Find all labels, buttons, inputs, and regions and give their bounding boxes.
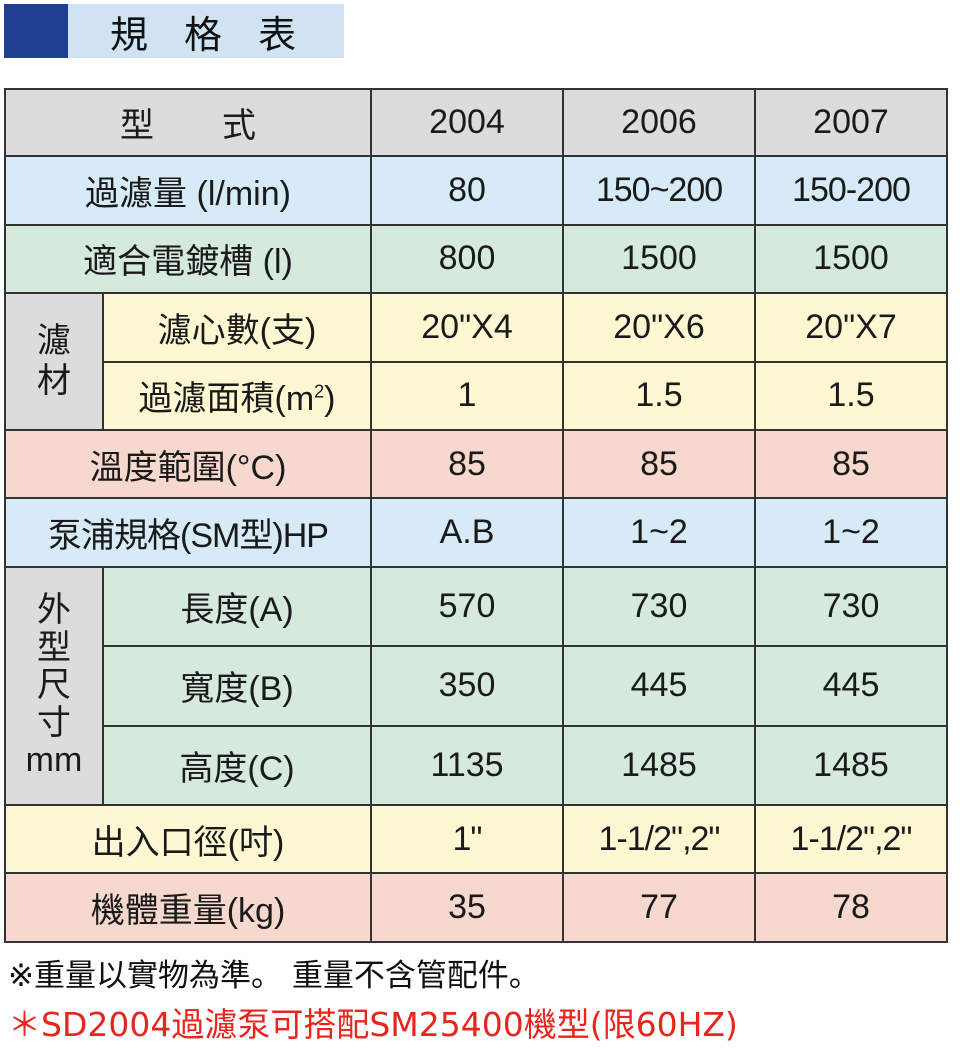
row-label-area: 過濾面積(m2) [102,360,372,431]
pump-note: ＊SD2004過濾泵可搭配SM25400機型(限60HZ) [8,1005,738,1044]
table-row: 外 型 尺 寸 mm 長度(A) 570 730 730 [4,565,948,807]
cell-value: 1.5 [754,360,948,431]
table-row: 寬度(B) 350 445 445 [5,645,948,727]
table-row: 過濾面積(m2) 1 1.5 1.5 [5,360,948,431]
cell-value: A.B [370,497,564,568]
table-row: 濾材 濾心數(支) 20"X4 20"X6 20"X7 [4,292,948,431]
group-unit: mm [25,741,83,779]
cell-value: 20"X7 [754,292,948,363]
group-label-text: 濾材 [37,322,71,400]
area-label-end: ) [324,380,336,419]
table-row: 泵浦規格(SM型)HP A.B 1~2 1~2 [4,497,948,568]
model-header: 2004 [370,87,564,158]
cell-value: 570 [370,565,564,648]
cell-value: 445 [562,645,756,727]
table-header-row: 型 式 2004 2006 2007 [4,87,948,158]
cell-value: 1500 [754,223,948,295]
cell-value: 35 [370,872,564,943]
area-label-sup: 2 [314,381,325,402]
row-label-weight: 機體重量(kg) [4,872,372,943]
table-row: 溫度範圍(°C) 85 85 85 [4,428,948,500]
cell-value: 150~200 [562,155,756,226]
model-header: 2006 [562,87,756,158]
group-char: 寸 [37,703,71,742]
cell-value: 77 [562,872,756,943]
cell-value: 730 [562,565,756,648]
cell-value: 20"X6 [562,292,756,363]
cell-value: 1 [370,360,564,431]
cell-value: 800 [370,223,564,295]
row-label-cartridges: 濾心數(支) [102,292,372,363]
header-label: 型 式 [4,87,372,158]
area-label-text: 過濾面積(m [138,380,315,419]
cell-value: 20"X4 [370,292,564,363]
cell-value: 1500 [562,223,756,295]
cell-value: 445 [754,645,948,727]
group-label-dimensions: 外 型 尺 寸 mm [4,565,104,807]
spec-table: 型 式 2004 2006 2007 過濾量 (l/min) 80 150~20… [4,87,948,943]
cell-value: 350 [370,645,564,727]
group-char: 尺 [37,666,71,705]
cell-value: 1~2 [562,497,756,568]
cell-value: 1485 [754,724,948,807]
page-title: 規 格 表 [110,12,309,57]
cell-value: 1~2 [754,497,948,568]
cell-value: 1-1/2",2" [562,804,756,875]
table-row: 高度(C) 1135 1485 1485 [5,724,948,807]
group-label-media: 濾材 [4,292,104,431]
row-label-height: 高度(C) [102,724,372,807]
cell-value: 1485 [562,724,756,807]
row-label-temp: 溫度範圍(°C) [4,428,372,500]
cell-value: 1" [370,804,564,875]
cell-value: 78 [754,872,948,943]
cell-value: 1135 [370,724,564,807]
table-row: 適合電鍍槽 (l) 800 1500 1500 [4,223,948,295]
group-char: 型 [37,628,71,667]
row-label-pump: 泵浦規格(SM型)HP [4,497,372,568]
table-row: 過濾量 (l/min) 80 150~200 150-200 [4,155,948,226]
row-label-port: 出入口徑(吋) [4,804,372,875]
row-label-flow: 過濾量 (l/min) [4,155,372,226]
cell-value: 730 [754,565,948,648]
cell-value: 85 [562,428,756,500]
group-char: 外 [37,591,71,630]
cell-value: 1.5 [562,360,756,431]
section-title-bar: 規 格 表 [4,4,344,58]
cell-value: 85 [370,428,564,500]
row-label-tank: 適合電鍍槽 (l) [4,223,372,295]
table-row: 出入口徑(吋) 1" 1-1/2",2" 1-1/2",2" [4,804,948,875]
weight-note: ※重量以實物為準。 重量不含管配件。 [8,958,540,994]
cell-value: 1-1/2",2" [754,804,948,875]
cell-value: 150-200 [754,155,948,226]
row-label-width: 寬度(B) [102,645,372,727]
cell-value: 85 [754,428,948,500]
cell-value: 80 [370,155,564,226]
row-label-length: 長度(A) [102,565,372,648]
table-row: 機體重量(kg) 35 77 78 [4,872,948,943]
model-header: 2007 [754,87,948,158]
title-accent-block [4,4,68,58]
